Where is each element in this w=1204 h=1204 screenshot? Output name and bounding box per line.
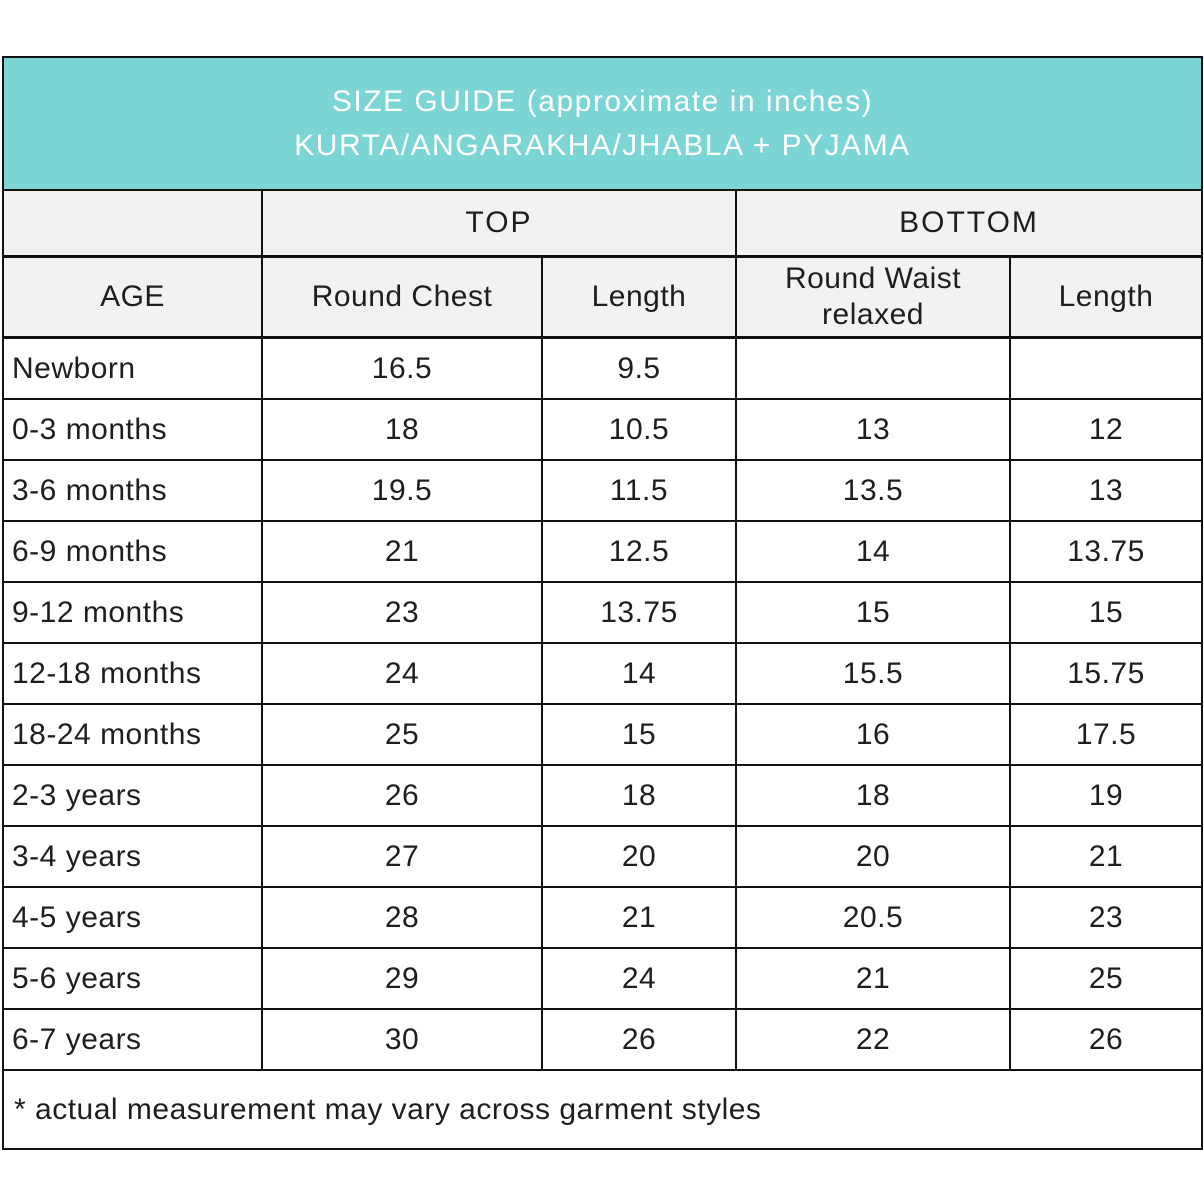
value-cell: 15 xyxy=(735,581,1011,644)
value-cell: 15 xyxy=(1008,581,1204,644)
value-cell: 21 xyxy=(261,520,543,583)
column-header-row: AGE Round Chest Length Round Waist relax… xyxy=(2,255,1204,339)
table-row: 5-6 years 29 24 21 25 xyxy=(2,947,1204,1010)
group-header-row: TOP BOTTOM xyxy=(2,189,1204,258)
value-cell: 12.5 xyxy=(541,520,737,583)
banner-subtitle: KURTA/ANGARAKHA/JHABLA + PYJAMA xyxy=(294,128,911,162)
value-cell: 26 xyxy=(541,1008,737,1071)
value-cell: 25 xyxy=(261,703,543,766)
value-cell: 13.75 xyxy=(541,581,737,644)
banner-title: SIZE GUIDE (approximate in inches) xyxy=(331,84,874,118)
value-cell: 24 xyxy=(261,642,543,705)
value-cell: 21 xyxy=(735,947,1011,1010)
group-header-bottom: BOTTOM xyxy=(734,189,1204,258)
table-row: Newborn 16.5 9.5 xyxy=(2,336,1204,400)
value-cell: 23 xyxy=(1008,886,1204,949)
table-row: 2-3 years 26 18 18 19 xyxy=(2,764,1204,827)
table-row: 3-4 years 27 20 20 21 xyxy=(2,825,1204,888)
value-cell: 22 xyxy=(735,1008,1011,1071)
age-cell: 6-9 months xyxy=(2,520,263,583)
age-cell: Newborn xyxy=(2,336,263,400)
value-cell: 19 xyxy=(1008,764,1204,827)
column-header-bottom-length: Length xyxy=(1008,255,1204,339)
column-header-round-waist: Round Waist relaxed xyxy=(735,255,1011,339)
value-cell: 29 xyxy=(261,947,543,1010)
table-row: 6-7 years 30 26 22 26 xyxy=(2,1008,1204,1071)
value-cell: 17.5 xyxy=(1008,703,1204,766)
column-header-age: AGE xyxy=(2,255,263,339)
value-cell: 28 xyxy=(261,886,543,949)
value-cell: 9.5 xyxy=(541,336,737,400)
group-header-empty-cell xyxy=(2,189,263,258)
value-cell: 21 xyxy=(1008,825,1204,888)
age-cell: 9-12 months xyxy=(2,581,263,644)
age-cell: 3-6 months xyxy=(2,459,263,522)
value-cell: 18 xyxy=(735,764,1011,827)
banner: SIZE GUIDE (approximate in inches) KURTA… xyxy=(1,56,1204,191)
age-cell: 2-3 years xyxy=(2,764,263,827)
value-cell: 13.5 xyxy=(735,459,1011,522)
table-row: 4-5 years 28 21 20.5 23 xyxy=(2,886,1204,949)
column-header-top-length: Length xyxy=(541,255,737,339)
value-cell: 15.5 xyxy=(735,642,1011,705)
table-row: 9-12 months 23 13.75 15 15 xyxy=(2,581,1204,644)
value-cell: 14 xyxy=(541,642,737,705)
value-cell: 11.5 xyxy=(541,459,737,522)
value-cell: 20 xyxy=(541,825,737,888)
value-cell: 13 xyxy=(1008,459,1204,522)
table-row: 0-3 months 18 10.5 13 12 xyxy=(2,398,1204,461)
age-cell: 12-18 months xyxy=(2,642,263,705)
table-row: 6-9 months 21 12.5 14 13.75 xyxy=(2,520,1204,583)
value-cell: 15.75 xyxy=(1008,642,1204,705)
value-cell xyxy=(735,336,1011,400)
value-cell: 18 xyxy=(261,398,543,461)
age-cell: 18-24 months xyxy=(2,703,263,766)
value-cell: 14 xyxy=(735,520,1011,583)
value-cell: 27 xyxy=(261,825,543,888)
footnote-row: * actual measurement may vary across gar… xyxy=(1,1069,1204,1150)
value-cell xyxy=(1008,336,1204,400)
value-cell: 13 xyxy=(735,398,1011,461)
table-row: 12-18 months 24 14 15.5 15.75 xyxy=(2,642,1204,705)
footnote: * actual measurement may vary across gar… xyxy=(1,1069,1204,1150)
value-cell: 13.75 xyxy=(1008,520,1204,583)
value-cell: 20.5 xyxy=(735,886,1011,949)
value-cell: 30 xyxy=(261,1008,543,1071)
banner-row: SIZE GUIDE (approximate in inches) KURTA… xyxy=(1,56,1204,191)
age-cell: 5-6 years xyxy=(2,947,263,1010)
size-guide-table: SIZE GUIDE (approximate in inches) KURTA… xyxy=(1,56,1204,1150)
value-cell: 20 xyxy=(735,825,1011,888)
size-rows: Newborn 16.5 9.5 0-3 months 18 10.5 13 12 3-6 mo… xyxy=(2,336,1204,1071)
table-row: 3-6 months 19.5 11.5 13.5 13 xyxy=(2,459,1204,522)
age-cell: 6-7 years xyxy=(2,1008,263,1071)
value-cell: 15 xyxy=(541,703,737,766)
value-cell: 26 xyxy=(1008,1008,1204,1071)
age-cell: 3-4 years xyxy=(2,825,263,888)
table-row: 18-24 months 25 15 16 17.5 xyxy=(2,703,1204,766)
value-cell: 18 xyxy=(541,764,737,827)
value-cell: 12 xyxy=(1008,398,1204,461)
value-cell: 26 xyxy=(261,764,543,827)
group-header-top: TOP xyxy=(261,189,737,258)
value-cell: 24 xyxy=(541,947,737,1010)
value-cell: 23 xyxy=(261,581,543,644)
value-cell: 25 xyxy=(1008,947,1204,1010)
value-cell: 16.5 xyxy=(261,336,543,400)
value-cell: 21 xyxy=(541,886,737,949)
age-cell: 4-5 years xyxy=(2,886,263,949)
age-cell: 0-3 months xyxy=(2,398,263,461)
value-cell: 10.5 xyxy=(541,398,737,461)
value-cell: 16 xyxy=(735,703,1011,766)
column-header-round-chest: Round Chest xyxy=(261,255,543,339)
value-cell: 19.5 xyxy=(261,459,543,522)
